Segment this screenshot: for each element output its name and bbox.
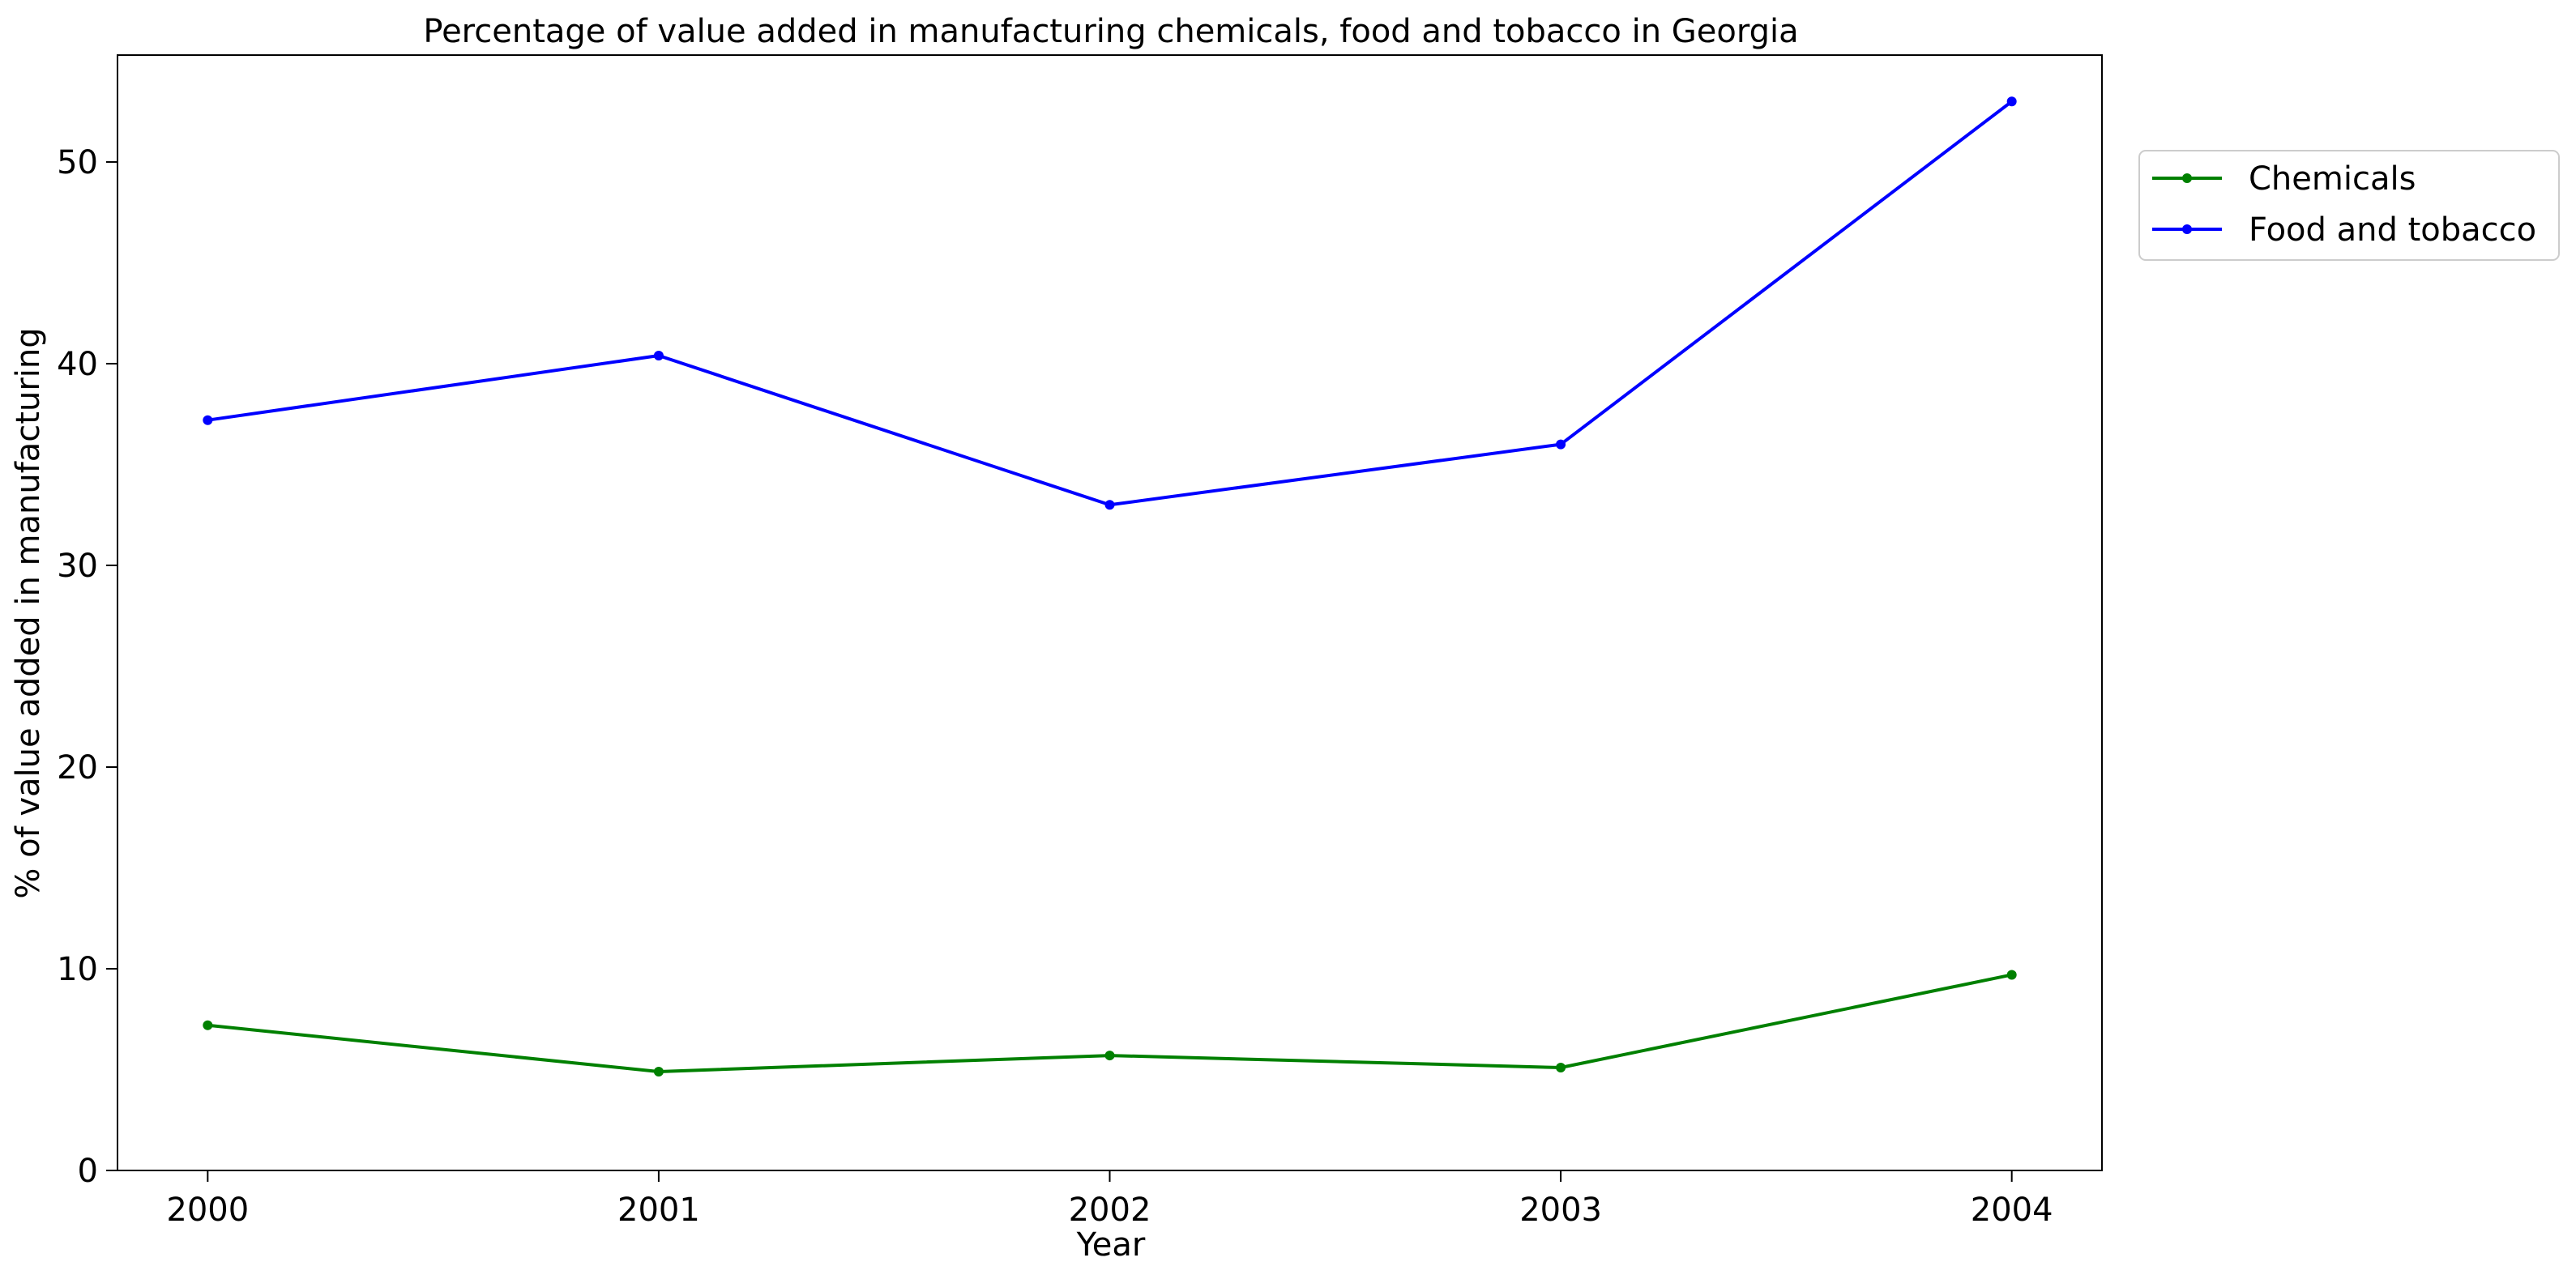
data-point-chemicals (653, 1066, 664, 1076)
data-point-chemicals (203, 1020, 213, 1030)
x-tick-label: 2001 (617, 1192, 700, 1229)
data-point-chemicals (2006, 970, 2017, 980)
y-tick-label: 10 (57, 951, 98, 988)
data-point-food-and-tobacco (203, 415, 213, 425)
y-tick-label: 50 (57, 144, 98, 181)
legend-label-food-and-tobacco: Food and tobacco (2249, 211, 2536, 249)
data-point-chemicals (1104, 1051, 1115, 1061)
y-axis-label: % of value added in manufacturing (10, 327, 47, 898)
legend-marker-chemicals (2182, 173, 2192, 183)
y-tick-label: 30 (57, 548, 98, 585)
legend-marker-food-and-tobacco (2182, 224, 2192, 234)
y-tick-label: 0 (78, 1153, 98, 1190)
y-tick-label: 20 (57, 749, 98, 787)
x-tick-label: 2002 (1069, 1192, 1151, 1229)
y-axis-ticks: 0 10 20 30 40 50 (57, 144, 117, 1190)
series-layer (203, 96, 2017, 1076)
x-axis-ticks: 2000 2001 2002 2003 2004 (166, 1170, 2053, 1229)
data-point-chemicals (1556, 1063, 1566, 1073)
chart-title: Percentage of value added in manufacturi… (423, 13, 1798, 50)
data-point-food-and-tobacco (1104, 500, 1115, 510)
y-tick-label: 40 (57, 346, 98, 383)
legend-label-chemicals: Chemicals (2249, 160, 2416, 198)
x-axis-label: Year (1076, 1226, 1146, 1264)
legend: Chemicals Food and tobacco (2138, 150, 2560, 261)
data-point-food-and-tobacco (1556, 439, 1566, 450)
data-point-food-and-tobacco (2006, 96, 2017, 107)
legend-box (2138, 150, 2560, 261)
x-tick-label: 2003 (1519, 1192, 1602, 1229)
x-tick-label: 2004 (1971, 1192, 2053, 1229)
x-tick-label: 2000 (166, 1192, 249, 1229)
data-point-food-and-tobacco (653, 351, 664, 361)
